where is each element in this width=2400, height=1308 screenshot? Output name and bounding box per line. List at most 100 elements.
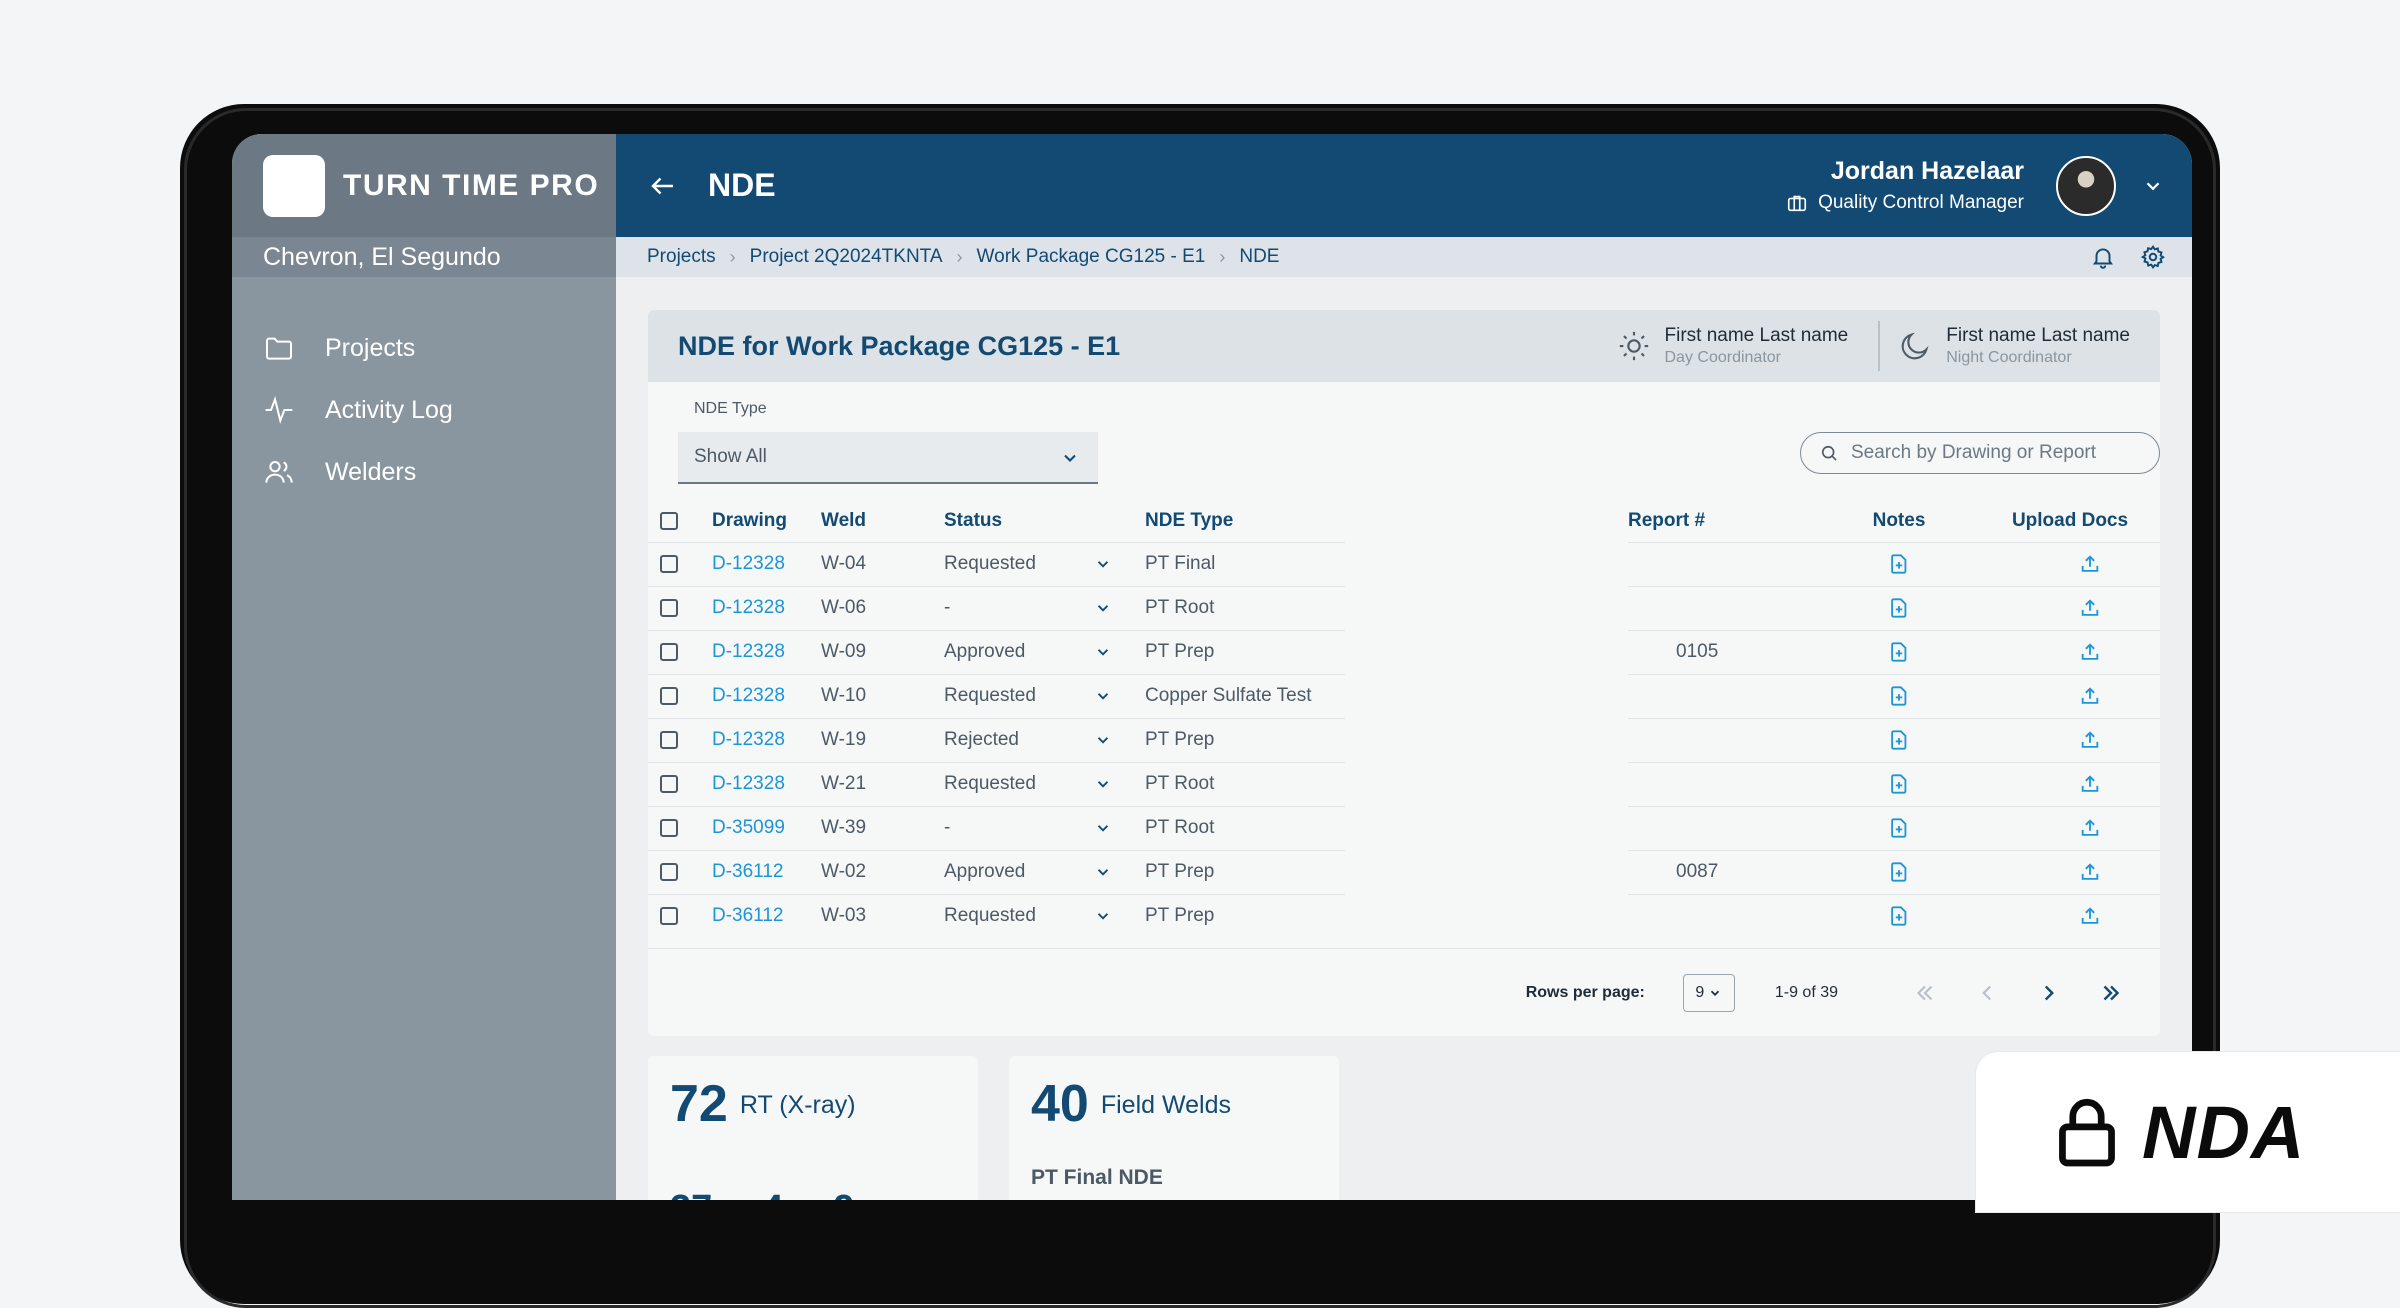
search-input[interactable] (1851, 442, 2151, 464)
row-checkbox[interactable] (660, 554, 678, 573)
table-row: D-12328 W-21 Requested PT Root (648, 761, 2160, 806)
notes-button[interactable] (1818, 673, 1980, 718)
folder-icon (266, 337, 292, 360)
row-checkbox[interactable] (660, 818, 678, 837)
column-header-report[interactable]: Report # (1628, 509, 1706, 531)
gear-icon[interactable] (2140, 244, 2166, 270)
drawing-link[interactable]: D-36112 (712, 905, 784, 927)
drawing-link[interactable]: D-12328 (712, 729, 785, 750)
notes-button[interactable] (1818, 761, 1980, 806)
activity-icon (265, 395, 293, 425)
upload-button[interactable] (1980, 585, 2160, 630)
lock-icon (2059, 1099, 2115, 1167)
upload-button[interactable] (1980, 629, 2160, 674)
row-checkbox[interactable] (660, 907, 678, 926)
chevron-down-icon[interactable] (2142, 175, 2164, 197)
add-note-icon (1891, 598, 1907, 618)
panel-header: NDE for Work Package CG125 - E1 First na… (648, 310, 2160, 382)
rows-per-page-select[interactable]: 9 (1682, 973, 1735, 1012)
notes-button[interactable] (1818, 849, 1980, 894)
drawing-link[interactable]: D-12328 (712, 773, 785, 794)
status-select[interactable]: Requested (944, 685, 1112, 707)
breadcrumb-projects[interactable]: Projects (647, 246, 716, 267)
row-checkbox[interactable] (660, 730, 678, 749)
status-select[interactable]: - (944, 597, 1112, 619)
status-select[interactable]: Requested (944, 905, 1112, 927)
column-header-nde-type[interactable]: NDE Type (1145, 509, 1234, 531)
sidebar-item-projects[interactable]: Projects (232, 317, 616, 379)
upload-button[interactable] (1980, 673, 2160, 718)
status-select[interactable]: - (944, 817, 1112, 839)
row-checkbox[interactable] (660, 774, 678, 793)
drawing-link[interactable]: D-36112 (712, 861, 784, 882)
add-note-icon (1891, 774, 1907, 794)
column-header-weld[interactable]: Weld (821, 509, 867, 531)
status-select[interactable]: Approved (944, 641, 1112, 663)
upload-button[interactable] (1980, 893, 2160, 938)
notes-button[interactable] (1818, 893, 1980, 938)
notes-button[interactable] (1818, 541, 1980, 586)
nde-panel: NDE for Work Package CG125 - E1 First na… (648, 310, 2160, 1036)
sidebar-item-activity-log[interactable]: Activity Log (232, 379, 616, 441)
next-page-icon[interactable] (2036, 980, 2062, 1006)
chevron-down-icon (1097, 649, 1109, 656)
row-checkbox[interactable] (660, 686, 678, 705)
drawing-link[interactable]: D-12328 (712, 685, 785, 706)
upload-icon (2081, 731, 2099, 748)
last-page-icon[interactable] (2098, 980, 2124, 1006)
search-box[interactable] (1800, 432, 2160, 474)
upload-button[interactable] (1980, 717, 2160, 762)
drawing-link[interactable]: D-35099 (712, 817, 785, 838)
status-select[interactable]: Rejected (944, 729, 1112, 751)
drawing-link[interactable]: D-12328 (712, 641, 785, 662)
stat-number: 9 (833, 1188, 854, 1200)
user-role-label: Quality Control Manager (1818, 192, 2024, 213)
breadcrumb-project[interactable]: Project 2Q2024TKNTA (749, 246, 943, 267)
drawing-link[interactable]: D-12328 (712, 597, 785, 618)
column-header-status[interactable]: Status (944, 509, 1003, 531)
chevron-down-icon (1097, 605, 1109, 612)
notes-button[interactable] (1818, 805, 1980, 850)
upload-icon (2081, 907, 2099, 925)
status-value: - (944, 597, 951, 618)
previous-page-icon[interactable] (1974, 980, 2000, 1006)
notes-button[interactable] (1818, 629, 1980, 674)
upload-button[interactable] (1980, 761, 2160, 806)
add-note-icon (1891, 554, 1907, 574)
first-page-icon[interactable] (1912, 980, 1938, 1006)
select-all-checkbox[interactable] (660, 511, 678, 530)
stat-label: Field Welds (1100, 1091, 1231, 1119)
drawing-link[interactable]: D-12328 (712, 553, 785, 574)
upload-button[interactable] (1980, 849, 2160, 894)
column-header-drawing[interactable]: Drawing (712, 509, 787, 531)
column-header-upload: Upload Docs (2011, 509, 2129, 531)
breadcrumb-work-package[interactable]: Work Package CG125 - E1 (976, 246, 1206, 267)
notes-button[interactable] (1818, 717, 1980, 762)
upload-button[interactable] (1980, 805, 2160, 850)
nda-badge: NDA (1976, 1052, 2400, 1212)
status-select[interactable]: Approved (944, 861, 1112, 883)
top-bar: NDE Jordan Hazelaar Quality Control Mana… (616, 134, 2192, 237)
briefcase-icon (1787, 195, 1807, 212)
sidebar-item-welders[interactable]: Welders (232, 441, 616, 503)
row-checkbox[interactable] (660, 598, 678, 617)
page-range: 1-9 of 39 (1774, 983, 1838, 1001)
nde-type-cell: Copper Sulfate Test (1145, 673, 1345, 718)
back-arrow-icon[interactable] (648, 171, 678, 201)
nde-type-select[interactable]: Show All (678, 432, 1098, 484)
status-select[interactable]: Requested (944, 773, 1112, 795)
upload-button[interactable] (1980, 541, 2160, 586)
chevron-down-icon (1097, 913, 1109, 920)
status-select[interactable]: Requested (944, 553, 1112, 575)
app-name: TURN TIME PRO (343, 168, 600, 202)
row-checkbox[interactable] (660, 642, 678, 661)
notes-button[interactable] (1818, 585, 1980, 630)
day-coordinator-name: First name Last name (1664, 325, 1849, 346)
avatar[interactable] (2056, 155, 2116, 216)
sidebar-item-label: Welders (325, 457, 417, 486)
row-checkbox[interactable] (660, 862, 678, 881)
bell-icon[interactable] (2090, 244, 2116, 270)
report-cell (1628, 805, 1818, 850)
weld-cell: W-19 (821, 717, 944, 762)
